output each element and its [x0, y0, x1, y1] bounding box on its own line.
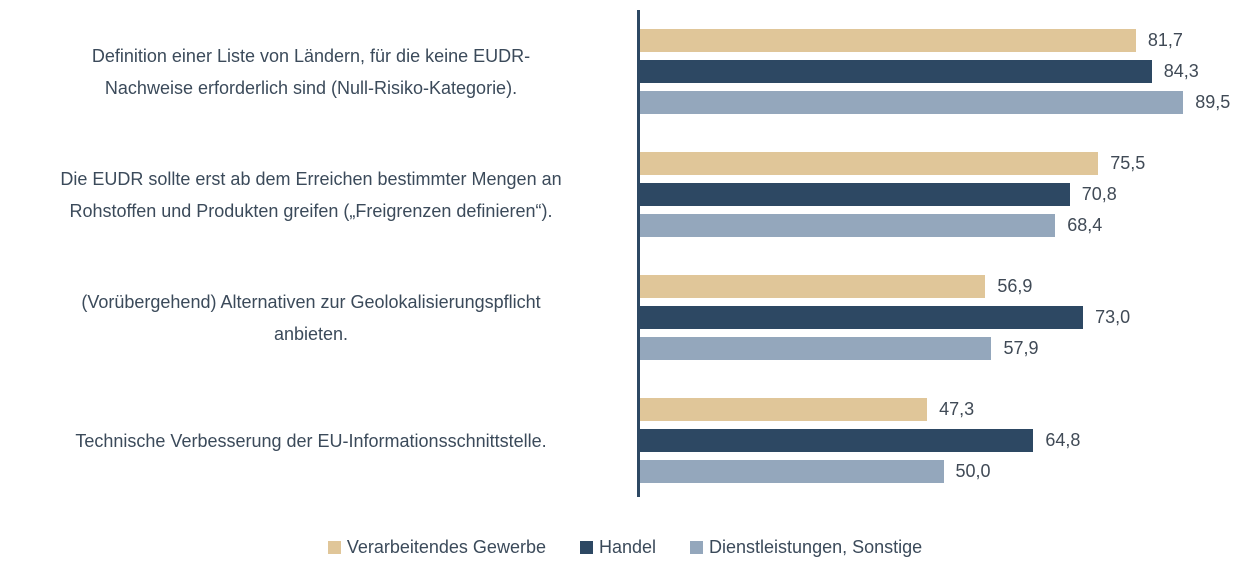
bar — [640, 275, 986, 298]
bar — [640, 60, 1152, 83]
category-label: Definition einer Liste von Ländern, für … — [91, 45, 531, 98]
legend: Verarbeitendes Gewerbe Handel Dienstleistu… — [0, 537, 1250, 558]
value-label: 50,0 — [955, 461, 991, 481]
legend-item: Dienstleistungen, Sonstige — [690, 537, 922, 558]
category-label: (Vorübergehend) Alternativen zur Geoloka… — [81, 291, 541, 344]
value-label: 81,7 — [1147, 30, 1183, 50]
value-label: 57,9 — [1003, 338, 1039, 358]
value-label: 64,8 — [1045, 430, 1081, 450]
category-label: Technische Verbesserung der EU-Informati… — [75, 430, 547, 451]
bar — [640, 398, 928, 421]
value-label: 47,3 — [939, 399, 975, 419]
legend-label: Handel — [598, 537, 657, 557]
category-label: Die EUDR sollte erst ab dem Erreichen be… — [60, 168, 562, 221]
bar — [640, 337, 992, 360]
legend-swatch — [690, 541, 704, 554]
bar — [640, 214, 1056, 237]
value-label: 70,8 — [1081, 184, 1117, 204]
bar — [640, 429, 1034, 452]
value-label: 84,3 — [1163, 61, 1199, 81]
bar — [640, 183, 1070, 206]
bar — [640, 306, 1084, 329]
value-label: 89,5 — [1195, 92, 1231, 112]
value-label: 73,0 — [1095, 307, 1131, 327]
bar — [640, 460, 944, 483]
axis-line — [637, 10, 640, 497]
legend-item: Handel — [579, 537, 657, 558]
value-label: 68,4 — [1067, 215, 1103, 235]
legend-label: Dienstleistungen, Sonstige — [709, 537, 923, 557]
legend-label: Verarbeitendes Gewerbe — [346, 537, 546, 557]
legend-swatch — [327, 541, 341, 554]
value-label: 75,5 — [1110, 153, 1146, 173]
bar — [640, 152, 1099, 175]
legend-item: Verarbeitendes Gewerbe — [327, 537, 546, 558]
bar — [640, 29, 1136, 52]
value-label: 56,9 — [997, 276, 1033, 296]
legend-swatch — [579, 541, 593, 554]
bar — [640, 91, 1184, 114]
